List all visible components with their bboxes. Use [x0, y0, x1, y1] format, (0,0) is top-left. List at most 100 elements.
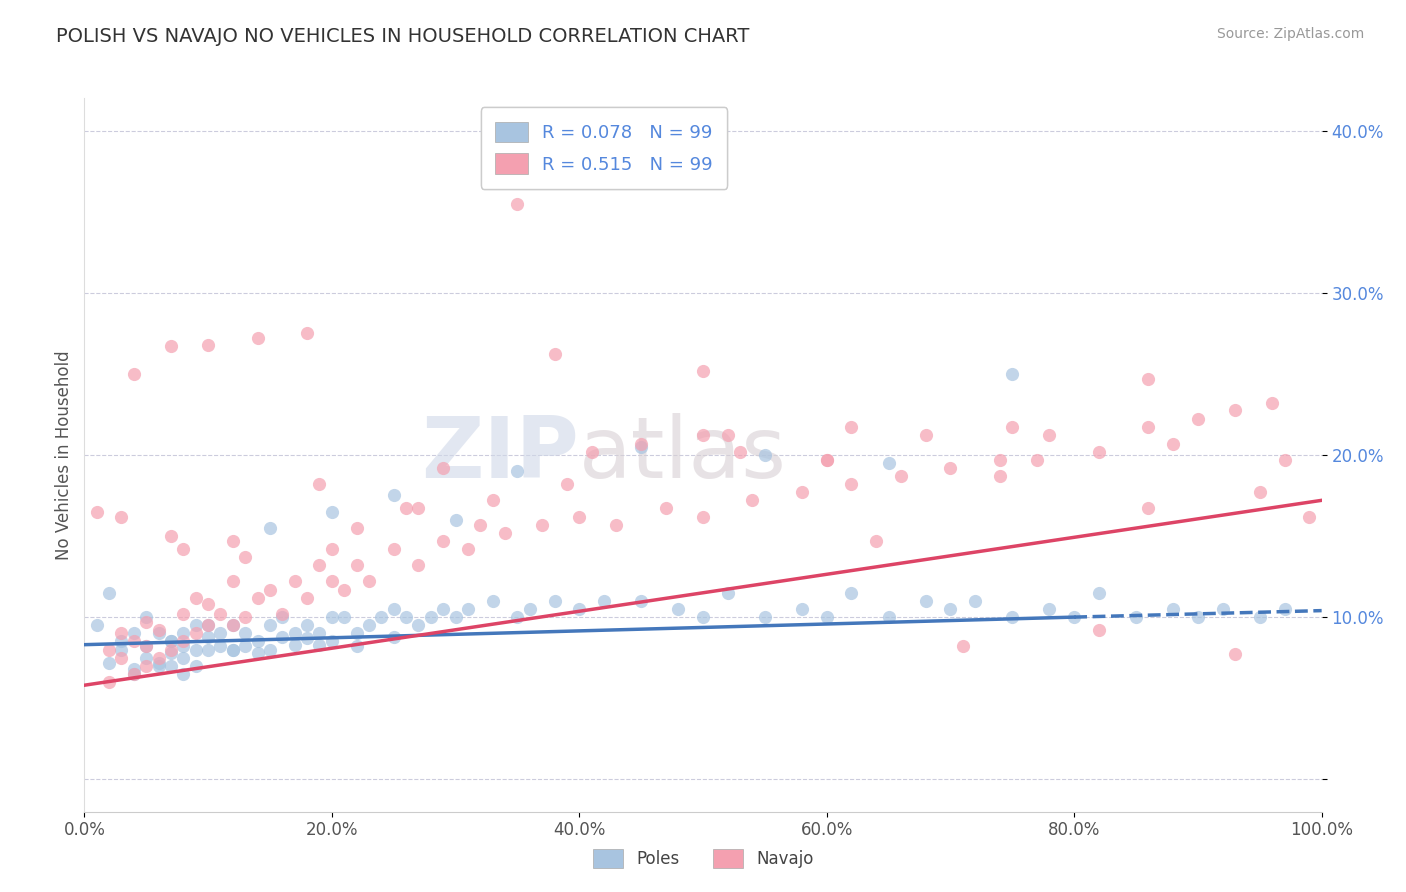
Point [184, 658, 207, 673]
Point [568, 509, 591, 524]
Point [865, 533, 887, 548]
Point [197, 618, 219, 632]
Point [444, 610, 467, 624]
Point [630, 594, 652, 608]
Point [1026, 452, 1049, 467]
Point [519, 602, 541, 616]
Point [382, 488, 405, 502]
Point [110, 626, 132, 640]
Point [1212, 602, 1234, 616]
Point [357, 618, 380, 632]
Point [271, 607, 294, 621]
Text: POLISH VS NAVAJO NO VEHICLES IN HOUSEHOLD CORRELATION CHART: POLISH VS NAVAJO NO VEHICLES IN HOUSEHOL… [56, 27, 749, 45]
Point [110, 509, 132, 524]
Point [222, 642, 245, 657]
Point [184, 626, 207, 640]
Point [1001, 610, 1024, 624]
Point [408, 618, 430, 632]
Point [370, 610, 392, 624]
Point [184, 618, 207, 632]
Point [914, 428, 936, 442]
Point [222, 533, 245, 548]
Point [172, 541, 194, 556]
Point [148, 650, 170, 665]
Point [122, 666, 145, 681]
Point [1187, 412, 1209, 426]
Point [197, 618, 219, 632]
Point [419, 610, 441, 624]
Point [222, 642, 245, 657]
Point [86, 618, 108, 632]
Text: atlas: atlas [579, 413, 787, 497]
Point [432, 461, 454, 475]
Point [321, 541, 343, 556]
Point [965, 594, 987, 608]
Point [135, 658, 157, 673]
Point [122, 367, 145, 381]
Point [271, 630, 294, 644]
Point [233, 550, 256, 565]
Point [259, 618, 281, 632]
Point [1088, 444, 1111, 458]
Point [284, 626, 307, 640]
Point [122, 626, 145, 640]
Point [110, 634, 132, 648]
Point [222, 574, 245, 589]
Point [841, 477, 863, 491]
Point [209, 626, 232, 640]
Point [160, 658, 183, 673]
Point [754, 448, 776, 462]
Point [184, 591, 207, 605]
Point [841, 420, 863, 434]
Point [259, 642, 281, 657]
Point [160, 634, 183, 648]
Point [494, 525, 516, 540]
Y-axis label: No Vehicles in Household: No Vehicles in Household [55, 350, 73, 560]
Point [222, 618, 245, 632]
Point [506, 610, 529, 624]
Point [890, 469, 912, 483]
Point [481, 493, 503, 508]
Point [346, 640, 368, 654]
Point [172, 626, 194, 640]
Point [1137, 372, 1160, 386]
Point [1274, 452, 1296, 467]
Point [135, 650, 157, 665]
Point [148, 623, 170, 637]
Point [1261, 396, 1284, 410]
Point [246, 331, 269, 345]
Point [1161, 436, 1184, 450]
Point [321, 610, 343, 624]
Text: ZIP: ZIP [422, 413, 579, 497]
Point [1063, 610, 1085, 624]
Point [160, 339, 183, 353]
Point [246, 591, 269, 605]
Point [148, 656, 170, 670]
Point [321, 634, 343, 648]
Point [741, 493, 763, 508]
Point [988, 452, 1011, 467]
Point [1125, 610, 1147, 624]
Point [246, 646, 269, 660]
Point [470, 517, 492, 532]
Point [1137, 420, 1160, 434]
Point [408, 501, 430, 516]
Point [197, 597, 219, 611]
Point [135, 640, 157, 654]
Point [815, 452, 838, 467]
Point [543, 347, 565, 361]
Point [1137, 501, 1160, 516]
Point [98, 586, 121, 600]
Point [717, 428, 740, 442]
Point [98, 656, 121, 670]
Point [295, 618, 318, 632]
Point [790, 602, 813, 616]
Point [333, 610, 356, 624]
Point [952, 640, 974, 654]
Point [655, 501, 678, 516]
Point [692, 509, 714, 524]
Point [308, 558, 330, 573]
Point [1223, 402, 1246, 417]
Point [1088, 623, 1111, 637]
Point [346, 521, 368, 535]
